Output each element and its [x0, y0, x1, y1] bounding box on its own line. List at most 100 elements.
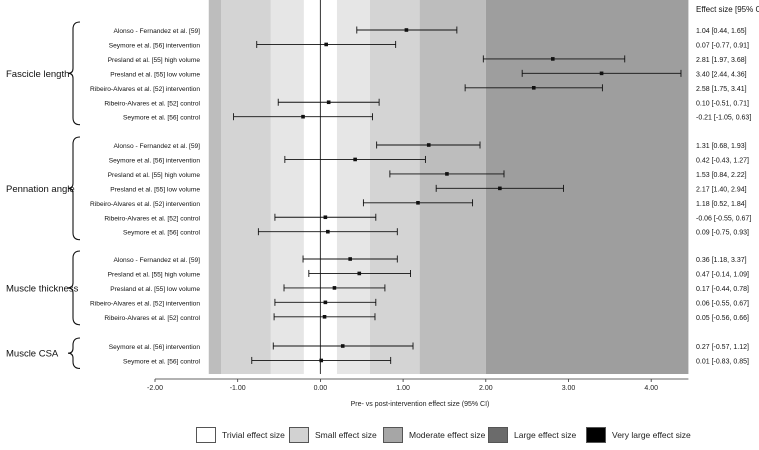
point-estimate [326, 100, 331, 105]
study-row: Ribeiro-Alvares et al. [52] intervention… [90, 199, 747, 208]
study-label: Seymore et al. [56] control [123, 358, 200, 365]
x-tick-label: -2.00 [147, 385, 163, 392]
point-estimate [357, 271, 362, 276]
study-row: Presland et al. [55] low volume 0.17 [-0.… [110, 284, 749, 293]
point-estimate [353, 157, 357, 162]
effect-size-value: 2.81 [1.97, 3.68] [696, 57, 747, 64]
x-axis-title: Pre- vs post-intervention effect size (9… [351, 401, 490, 408]
group-label: Muscle thickness [6, 283, 79, 294]
legend-swatch [383, 427, 403, 443]
legend-label: Large effect size [514, 430, 577, 440]
point-estimate [550, 57, 555, 61]
effect-size-value: 0.42 [-0.43, 1.27] [696, 157, 749, 164]
study-row: Seymore et al. [56] intervention 0.27 [-0… [109, 342, 749, 351]
bracket-path [67, 250, 81, 326]
study-row: Seymore et al. [56] intervention 0.07 [-0… [109, 40, 749, 49]
study-row: Ribeiro-Alvares et al. [52] intervention… [90, 84, 747, 93]
study-label: Presland et al. [55] high volume [108, 271, 201, 278]
point-estimate [323, 215, 328, 220]
effect-size-value: 1.04 [0.44, 1.65] [696, 28, 747, 35]
study-label: Alonso - Fernandez et al. [59] [113, 143, 200, 150]
study-row: Presland et al. [55] low volume 3.40 [2.4… [110, 69, 747, 78]
legend-swatch [586, 427, 606, 443]
legend-label: Trivial effect size [222, 430, 285, 440]
effect-size-value: 0.17 [-0.44, 0.78] [696, 286, 749, 293]
study-label: Seymore et al. [56] control [123, 115, 200, 122]
study-label: Presland et al. [55] low volume [110, 286, 200, 293]
group-label: Muscle CSA [6, 349, 59, 360]
zone-small [270, 0, 304, 374]
point-estimate [445, 172, 449, 176]
effect-size-value: -0.21 [-1.05, 0.63] [696, 115, 751, 122]
x-tick-label: 4.00 [644, 385, 658, 392]
study-row: Seymore et al. [56] control 0.01 [-0.83, … [123, 356, 749, 365]
zone-large [208, 0, 222, 374]
x-axis: -2.00 -1.00 0.00 1.00 2.00 3.00 4.00 [147, 378, 689, 392]
point-estimate [323, 300, 328, 305]
study-row: Ribeiro-Alvares et al. [52] control 0.05 … [104, 313, 749, 322]
x-tick-label: 3.00 [562, 385, 576, 392]
effect-size-value: 0.09 [-0.75, 0.93] [696, 230, 749, 237]
zone-very-large [485, 0, 689, 374]
effect-size-value: 0.05 [-0.56, 0.66] [696, 315, 749, 322]
point-estimate [404, 28, 409, 32]
study-row: Presland et al. [55] high volume 0.47 [-0… [108, 269, 749, 278]
legend-item: Very large effect size [586, 427, 691, 443]
group-labels: Fascicle length Pennation angle Muscle thi… [6, 21, 81, 369]
point-estimate [426, 143, 431, 147]
study-row: Presland et al. [55] high volume 2.81 [1.… [108, 55, 747, 64]
study-row: Ribeiro-Alvares et al. [52] control 0.10 … [104, 98, 749, 107]
point-estimate [599, 71, 604, 76]
study-label: Seymore et al. [56] intervention [109, 42, 201, 49]
effect-size-value: 2.58 [1.75, 3.41] [696, 86, 747, 93]
legend-item: Moderate effect size [383, 427, 485, 443]
x-tick-label: 2.00 [479, 385, 493, 392]
study-rows: Alonso - Fernandez et al. [59] 1.04 [0.44… [90, 26, 751, 365]
group-bracket: Muscle thickness [6, 250, 81, 326]
study-label: Ribeiro-Alvares et al. [52] control [104, 100, 200, 107]
study-label: Presland et al. [55] low volume [110, 71, 200, 78]
effect-size-value: 0.06 [-0.55, 0.67] [696, 300, 749, 307]
point-estimate [348, 257, 352, 261]
study-row: Ribeiro-Alvares et al. [52] intervention… [90, 298, 749, 307]
legend-swatch [289, 427, 309, 443]
study-row: Ribeiro-Alvares et al. [52] control -0.06… [104, 213, 751, 222]
effect-size-value: 0.07 [-0.77, 0.91] [696, 42, 749, 49]
x-tick-label: -1.00 [230, 385, 246, 392]
bracket-path [67, 337, 81, 369]
point-estimate [340, 344, 345, 348]
study-label: Seymore et al. [56] control [123, 230, 200, 237]
effect-size-header: Effect size [95% CI] [696, 5, 759, 14]
legend-label: Moderate effect size [409, 430, 486, 440]
study-label: Ribeiro-Alvares et al. [52] intervention [90, 86, 200, 93]
effect-size-value: 1.18 [0.52, 1.84] [696, 201, 747, 208]
point-estimate [322, 315, 327, 319]
x-tick-label: 1.00 [396, 385, 410, 392]
group-label: Pennation angle [6, 184, 75, 195]
point-estimate [301, 114, 305, 119]
legend-swatch [196, 427, 216, 443]
study-label: Presland et al. [55] high volume [108, 172, 201, 179]
study-row: Seymore et al. [56] intervention 0.42 [-0… [109, 155, 749, 164]
effect-size-value: -0.06 [-0.55, 0.67] [696, 215, 751, 222]
effect-size-value: 1.31 [0.68, 1.93] [696, 143, 747, 150]
study-label: Presland et al. [55] high volume [108, 57, 201, 64]
group-bracket: Muscle CSA [6, 337, 81, 369]
effect-size-value: 2.17 [1.40, 2.94] [696, 186, 747, 193]
x-tick-label: 0.00 [314, 385, 328, 392]
effect-size-value: 0.10 [-0.51, 0.71] [696, 100, 749, 107]
legend-item: Small effect size [289, 427, 377, 443]
study-label: Ribeiro-Alvares et al. [52] intervention [90, 201, 200, 208]
legend-swatch [488, 427, 508, 443]
point-estimate [416, 201, 420, 205]
study-label: Seymore et al. [56] intervention [109, 344, 201, 351]
study-label: Ribeiro-Alvares et al. [52] control [104, 215, 200, 222]
study-row: Alonso - Fernandez et al. [59] 0.36 [1.18… [113, 255, 747, 264]
study-row: Alonso - Fernandez et al. [59] 1.31 [0.68… [113, 141, 747, 150]
study-label: Presland et al. [55] low volume [110, 186, 200, 193]
group-label: Fascicle length [6, 69, 69, 80]
group-bracket: Fascicle length [6, 21, 81, 126]
point-estimate [326, 229, 330, 234]
legend-item: Large effect size [488, 427, 576, 443]
zone-moderate [221, 0, 271, 374]
